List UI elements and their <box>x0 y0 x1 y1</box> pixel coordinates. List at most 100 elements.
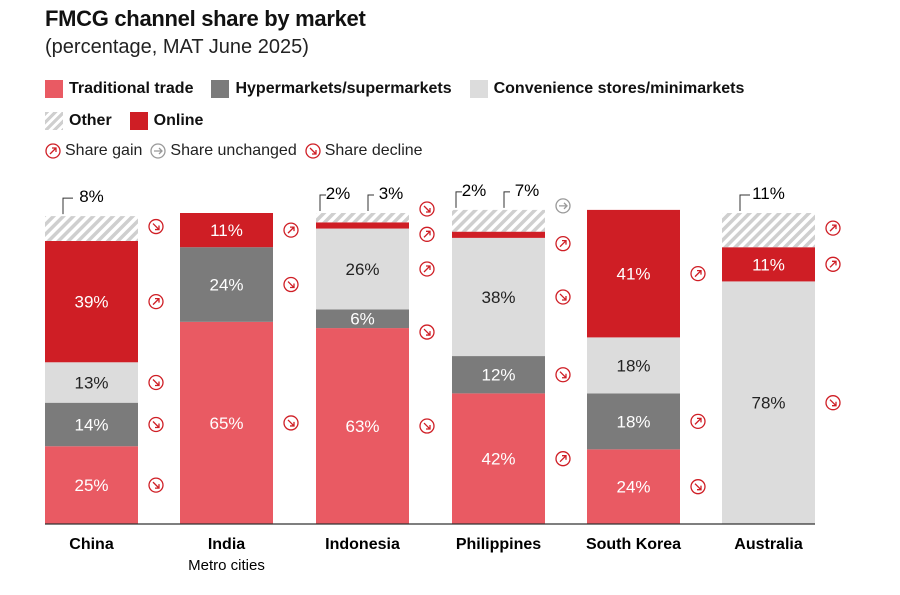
legend-swatch-other <box>45 112 63 130</box>
trend-traditional-3-icon <box>555 451 571 467</box>
callout-other-5: 11% <box>752 184 785 203</box>
data-label-traditional-2: 63% <box>345 417 379 436</box>
trend-online-5-icon <box>825 256 841 272</box>
callout-other-2: 3% <box>379 184 404 203</box>
indicator-decline: Share decline <box>305 142 423 160</box>
legend-row-1: Traditional trade Hypermarkets/supermark… <box>45 80 762 98</box>
legend-label-hyper: Hypermarkets/supermarkets <box>235 80 452 97</box>
bar-convenience-4 <box>587 337 680 394</box>
indicator-unchanged-label: Share unchanged <box>170 142 297 159</box>
data-label-traditional-0: 25% <box>74 476 108 495</box>
data-label-convenience-0: 13% <box>74 373 108 392</box>
data-label-hyper-3: 12% <box>481 366 515 385</box>
bar-other-0 <box>45 216 138 241</box>
callout-other-0: 8% <box>79 187 104 206</box>
indicator-legend: Share gain Share unchanged Share decline <box>45 142 431 160</box>
category-label-2: Indonesia <box>325 536 400 553</box>
bar-hyper-3 <box>452 356 545 394</box>
data-label-convenience-3: 38% <box>481 288 515 307</box>
bar-other-5 <box>722 213 815 248</box>
category-label-1: India <box>208 536 245 553</box>
callout-line-other-2 <box>367 194 374 211</box>
bar-convenience-0 <box>45 362 138 403</box>
trend-traditional-1-icon <box>283 415 299 431</box>
legend-other: Other <box>45 112 112 130</box>
callout-line-other-0 <box>62 197 73 215</box>
bar-online-2 <box>316 222 409 229</box>
trend-online-1-icon <box>283 222 299 238</box>
indicator-unchanged: Share unchanged <box>150 142 297 160</box>
callout-online-3: 2% <box>462 181 487 200</box>
chart-subtitle: (percentage, MAT June 2025) <box>45 36 309 58</box>
legend-swatch-traditional <box>45 80 63 98</box>
data-label-hyper-0: 14% <box>74 415 108 434</box>
trend-online-0-icon <box>148 293 164 310</box>
bar-convenience-3 <box>452 237 545 357</box>
trend-online-2-icon <box>419 226 435 242</box>
bar-convenience-5 <box>722 281 815 524</box>
bar-online-0 <box>45 240 138 363</box>
indicator-decline-label: Share decline <box>324 142 423 159</box>
category-label-5: Australia <box>734 536 803 553</box>
data-label-convenience-4: 18% <box>616 356 650 375</box>
legend-label-online: Online <box>153 112 204 129</box>
share-gain-icon <box>45 143 61 159</box>
share-unchanged-icon <box>150 143 167 159</box>
trend-other-0-icon <box>148 218 164 235</box>
legend-online: Online <box>129 112 204 130</box>
data-label-traditional-4: 24% <box>616 478 650 497</box>
bar-online-3 <box>452 231 545 238</box>
callout-online-2: 2% <box>326 184 351 203</box>
legend-swatch-hyper <box>211 80 230 98</box>
trend-convenience-2-icon <box>419 261 435 277</box>
data-label-hyper-4: 18% <box>616 412 650 431</box>
data-label-convenience-2: 26% <box>345 260 379 279</box>
legend-row-2: Other Online <box>45 112 221 130</box>
bar-hyper-4 <box>587 393 680 450</box>
data-label-traditional-1: 65% <box>209 414 243 433</box>
share-decline-icon <box>305 143 321 159</box>
bar-traditional-1 <box>180 321 273 524</box>
data-label-convenience-5: 78% <box>751 394 785 413</box>
callout-other-3: 7% <box>515 181 540 200</box>
bar-online-4 <box>587 209 680 338</box>
indicator-gain-label: Share gain <box>65 142 143 159</box>
data-label-online-5: 11% <box>752 255 785 274</box>
trend-online-4-icon <box>690 265 706 282</box>
bar-other-3 <box>452 209 545 232</box>
callout-line-other-3 <box>503 191 510 208</box>
legend-label-convenience: Convenience stores/minimarkets <box>493 80 745 97</box>
legend-convenience: Convenience stores/minimarkets <box>469 80 745 98</box>
bar-other-2 <box>316 213 409 223</box>
category-label-3: Philippines <box>456 536 541 553</box>
legend-swatch-online <box>129 112 148 130</box>
trend-hyper-2-icon <box>419 324 435 340</box>
trend-hyper-3-icon <box>555 367 571 383</box>
trend-hyper-1-icon <box>283 276 299 293</box>
callout-line-online-3 <box>455 191 462 208</box>
data-label-online-0: 39% <box>74 293 108 312</box>
trend-traditional-0-icon <box>148 477 164 493</box>
bar-traditional-3 <box>452 393 545 524</box>
chart-title: FMCG channel share by market <box>45 6 366 31</box>
trend-other-3-icon <box>555 198 571 214</box>
trend-convenience-5-icon <box>825 395 841 411</box>
data-label-hyper-2: 6% <box>350 310 375 329</box>
trend-online-3-icon <box>555 236 571 252</box>
callout-line-other-5 <box>739 194 750 211</box>
legend-swatch-convenience <box>469 80 488 98</box>
trend-other-2-icon <box>419 201 435 217</box>
bar-convenience-2 <box>316 228 409 310</box>
category-label-0: China <box>69 536 114 553</box>
bar-hyper-0 <box>45 402 138 447</box>
bar-traditional-4 <box>587 449 680 524</box>
trend-other-5-icon <box>825 220 841 236</box>
bar-hyper-2 <box>316 309 409 329</box>
data-label-traditional-3: 42% <box>481 450 515 469</box>
trend-convenience-3-icon <box>555 289 571 305</box>
legend-label-traditional: Traditional trade <box>69 80 194 97</box>
bar-hyper-1 <box>180 247 273 322</box>
legend-hyper: Hypermarkets/supermarkets <box>211 80 452 98</box>
bar-traditional-0 <box>45 446 138 524</box>
